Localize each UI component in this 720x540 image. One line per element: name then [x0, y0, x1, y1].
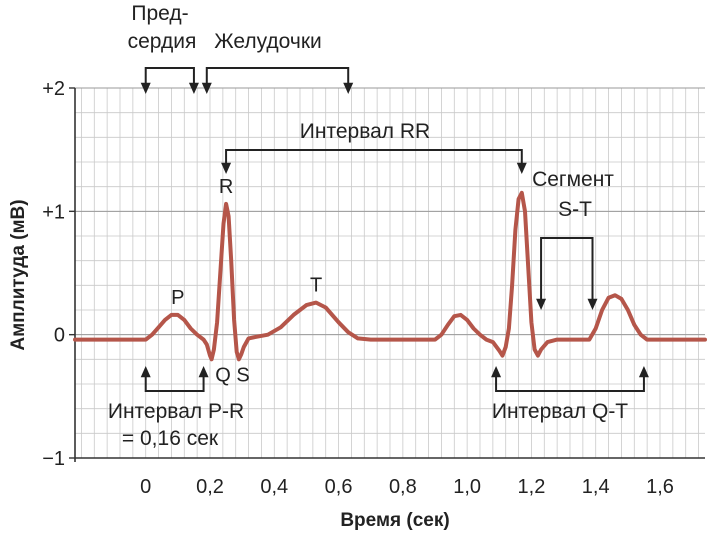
annot-qt: Интервал Q-T [492, 400, 628, 423]
st-bracket-arrow-left [536, 298, 547, 310]
annot-predserdiya-line1: Пред- [131, 2, 188, 25]
zheludochki-bracket-arrow-right [343, 82, 354, 94]
annot-st-line2: S-T [558, 198, 592, 221]
x-tick-label: 0,8 [389, 476, 417, 498]
x-tick-label: 0,2 [196, 476, 224, 498]
predserdiya-bracket-arrow-left [140, 82, 151, 94]
x-tick-label: 0,4 [260, 476, 288, 498]
st-bracket-line [540, 237, 594, 300]
wave-label: Q S [215, 365, 249, 387]
y-tick-label: 0 [54, 325, 65, 347]
y-axis-title: Амплитуда (мВ) [8, 199, 29, 350]
st-bracket-arrow-right [587, 298, 598, 310]
x-tick-labels: 0 0,2 0,4 0,6 0,8 1,0 1,2 1,4 1,6 [140, 476, 674, 498]
x-tick-label: 0,6 [325, 476, 353, 498]
ecg-trace [73, 190, 707, 362]
series-layer [73, 190, 707, 362]
rr-bracket-line [225, 149, 523, 164]
pr-bracket-line [144, 376, 205, 392]
x-tick-label: 1,2 [518, 476, 546, 498]
wave-label: R [219, 176, 233, 198]
annot-st-line1: Сегмент [532, 168, 614, 191]
rr-bracket-arrow-right [516, 162, 527, 174]
y-tick-label: +2 [42, 78, 65, 100]
wave-labels: P R T Q S [171, 176, 322, 387]
pr-bracket-arrow-left [140, 366, 151, 378]
x-tick-label: 0 [140, 476, 151, 498]
pr-bracket-arrow-right [198, 366, 209, 378]
x-tick-label: 1,0 [453, 476, 481, 498]
wave-label: T [310, 275, 322, 297]
annotation-brackets [140, 67, 649, 392]
predserdiya-bracket-arrow-right [188, 82, 199, 94]
annot-zheludochki: Желудочки [214, 30, 322, 53]
annot-rr: Интервал RR [300, 120, 430, 143]
annot-pr-line2: = 0,16 сек [122, 427, 219, 450]
x-tick-label: 1,4 [582, 476, 610, 498]
zheludochki-bracket-line [205, 67, 350, 84]
x-tick-label: 1,6 [646, 476, 674, 498]
wave-label: P [171, 287, 184, 309]
y-tick-label: −1 [42, 448, 65, 470]
y-tick-labels: +2 +1 0 −1 [42, 78, 65, 470]
qt-bracket-arrow-right [638, 366, 649, 378]
annot-pr-line1: Интервал P-R [108, 400, 244, 423]
qt-bracket-line [495, 376, 645, 392]
predserdiya-bracket-line [144, 67, 195, 84]
rr-bracket-arrow-left [221, 162, 232, 174]
y-tick-label: +1 [42, 201, 65, 223]
annot-predserdiya-line2: сердия [128, 30, 197, 53]
x-axis-title: Время (сек) [340, 510, 449, 531]
qt-bracket-arrow-left [491, 366, 502, 378]
axes [69, 87, 705, 462]
zheludochki-bracket-arrow-left [201, 82, 212, 94]
